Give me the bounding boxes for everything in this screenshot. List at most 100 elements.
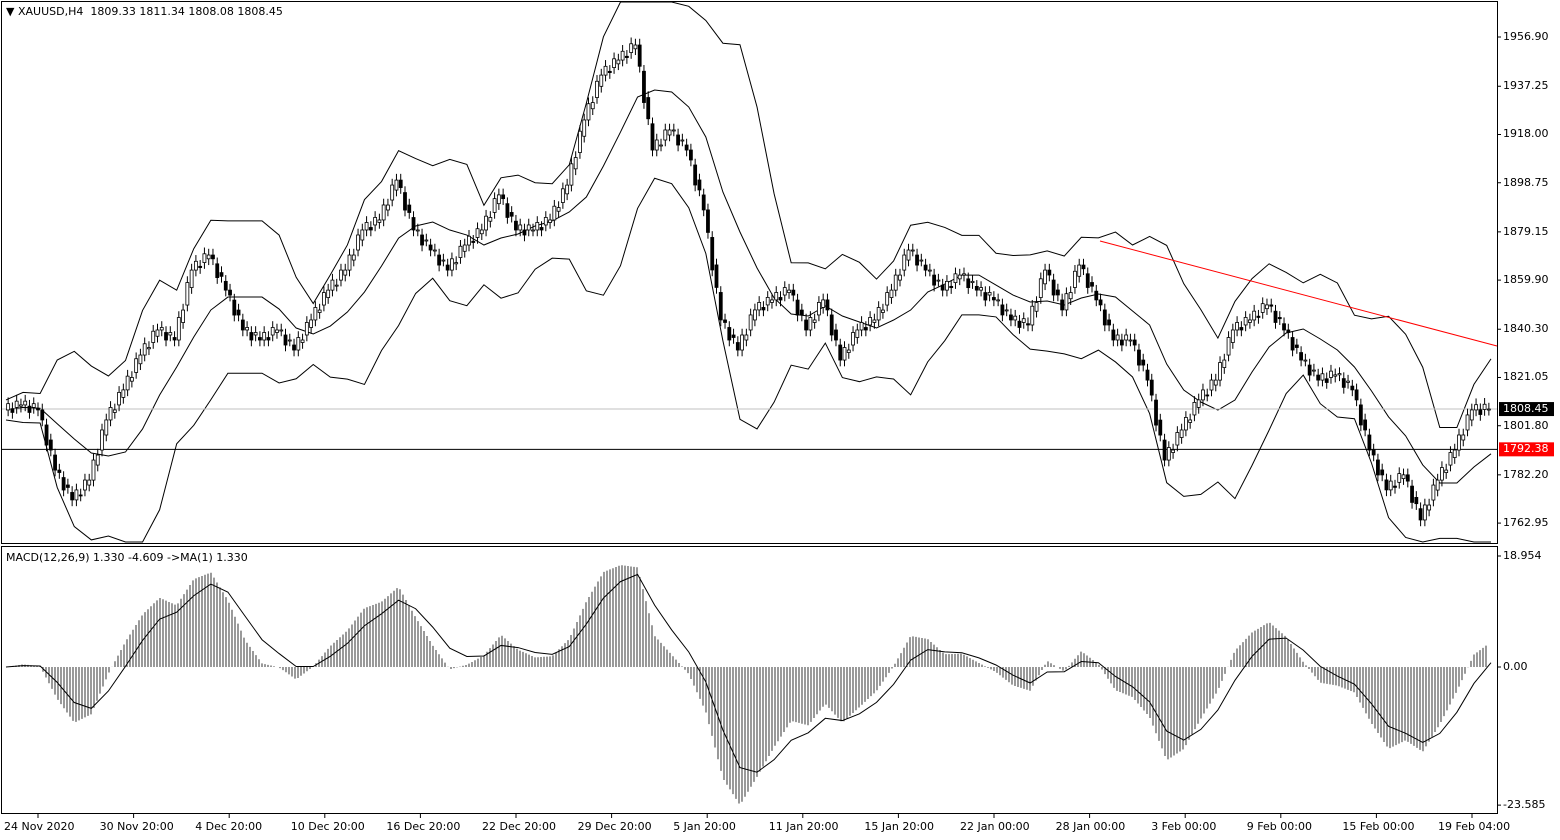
candle-bull xyxy=(245,327,249,331)
candle-bull xyxy=(573,157,578,170)
main-pane-border xyxy=(1,1,1498,544)
candle-bull xyxy=(253,332,258,336)
candle-bull xyxy=(1486,408,1491,411)
candle-bear xyxy=(1017,320,1022,328)
candle-bull xyxy=(842,347,847,361)
candle-bull xyxy=(1043,269,1047,285)
price-tick-label: 1898.75 xyxy=(1503,175,1549,189)
symbol-label: XAUUSD,H4 xyxy=(17,5,84,18)
candle-bear xyxy=(1047,269,1052,276)
candle-bear xyxy=(57,469,62,473)
candle-bear xyxy=(1418,508,1423,521)
time-tick-label: 3 Feb 00:00 xyxy=(1151,820,1217,833)
candle-bear xyxy=(974,285,979,291)
candle-bull xyxy=(1038,278,1043,298)
candle-bear xyxy=(1367,434,1372,451)
candle-bear xyxy=(1145,369,1150,381)
candle-bear xyxy=(1141,359,1146,366)
candle-bull xyxy=(1482,403,1487,410)
candle-bear xyxy=(1137,349,1141,366)
candle-bear xyxy=(646,97,651,120)
candle-bear xyxy=(735,342,740,351)
candle-bear xyxy=(240,319,245,331)
candle-bear xyxy=(1299,352,1304,361)
candle-bull xyxy=(1465,414,1470,431)
candle-bull xyxy=(595,80,599,98)
candle-bull xyxy=(296,337,301,351)
candle-bull xyxy=(326,289,331,298)
candle-bull xyxy=(31,403,36,408)
candle-bear xyxy=(778,297,783,301)
candle-bull xyxy=(347,254,352,271)
time-tick-label: 9 Feb 00:00 xyxy=(1246,820,1312,833)
time-tick-label: 29 Dec 20:00 xyxy=(577,820,652,833)
candle-bull xyxy=(155,329,160,337)
candle-bear xyxy=(505,203,510,218)
candle-bear xyxy=(1162,439,1167,461)
candle-bear xyxy=(36,408,40,411)
candle-bear xyxy=(714,264,719,288)
candle-bull xyxy=(518,224,523,231)
candle-bear xyxy=(428,244,433,251)
candle-bear xyxy=(1273,310,1278,323)
candle-bull xyxy=(1346,380,1350,383)
candle-bear xyxy=(522,229,527,236)
candle-bear xyxy=(949,285,954,289)
candle-bear xyxy=(1384,479,1389,491)
candle-bull xyxy=(893,274,898,291)
bollinger-lower xyxy=(5,177,1491,543)
candle-bear xyxy=(44,424,49,446)
candle-bull xyxy=(262,332,267,341)
hline-price-label: 1792.38 xyxy=(1503,442,1549,456)
candle-bear xyxy=(915,254,919,266)
candle-bull xyxy=(390,184,395,201)
candle-bull xyxy=(351,254,356,261)
candle-bull xyxy=(467,235,471,246)
candle-bull xyxy=(450,258,454,271)
candle-bull xyxy=(1333,374,1338,377)
candle-bull xyxy=(876,307,881,321)
candle-bear xyxy=(676,134,680,146)
candle-bear xyxy=(932,274,937,286)
candle-bull xyxy=(1303,359,1308,362)
candle-bull xyxy=(100,429,104,451)
price-tick-label: 1879.15 xyxy=(1503,224,1549,238)
dropdown-triangle-icon[interactable]: ▼ xyxy=(6,5,15,18)
candle-bear xyxy=(398,179,403,188)
candle-bull xyxy=(987,292,992,296)
candle-bull xyxy=(1397,473,1402,483)
candle-bull xyxy=(560,188,565,203)
candle-bull xyxy=(300,339,305,343)
candle-bull xyxy=(629,43,634,53)
open-value: 1809.33 xyxy=(90,5,136,18)
candle-bull xyxy=(1179,429,1184,438)
candle-bear xyxy=(697,179,702,191)
candle-bull xyxy=(1166,447,1171,461)
candle-bear xyxy=(1000,304,1005,316)
candle-bull xyxy=(87,479,92,486)
candle-bear xyxy=(514,220,518,231)
candle-bear xyxy=(501,194,506,200)
time-tick-label: 15 Jan 20:00 xyxy=(864,820,935,833)
candle-bear xyxy=(1371,449,1376,456)
candle-bear xyxy=(1393,485,1397,488)
candle-bear xyxy=(1149,379,1154,396)
candle-bear xyxy=(799,309,804,316)
candle-bull xyxy=(590,102,595,110)
candle-bull xyxy=(1422,504,1427,521)
candle-bull xyxy=(206,254,211,260)
candle-bull xyxy=(1474,404,1478,411)
candle-bull xyxy=(138,354,143,365)
candle-bull xyxy=(906,249,911,261)
time-tick-label: 24 Nov 2020 xyxy=(4,820,75,833)
candle-bull xyxy=(898,274,902,281)
hline-price-badge xyxy=(1499,442,1554,457)
candle-bear xyxy=(727,327,732,341)
candle-bull xyxy=(1235,322,1239,331)
candle-bull xyxy=(454,262,459,265)
candle-bull xyxy=(1013,315,1018,321)
candle-bull xyxy=(782,287,787,296)
candle-bull xyxy=(1388,480,1393,491)
candle-bear xyxy=(232,299,237,316)
